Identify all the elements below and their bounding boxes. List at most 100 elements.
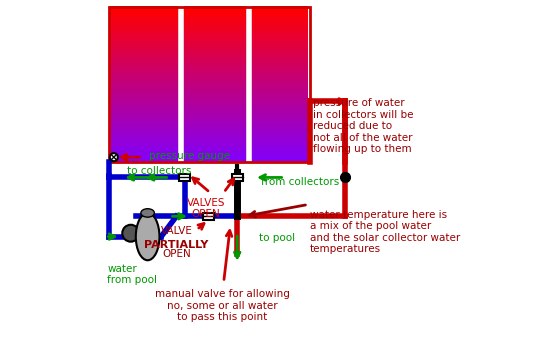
Bar [179, 174, 190, 181]
Text: pressure of water
in collectors will be
reduced due to
not all of the water
flow: pressure of water in collectors will be … [313, 98, 414, 154]
Bar [183, 17, 247, 22]
Bar [111, 115, 180, 121]
Bar [111, 84, 180, 90]
Bar [183, 48, 247, 53]
Bar [111, 58, 180, 64]
Bar [251, 58, 308, 64]
Bar [251, 32, 308, 38]
Bar [111, 89, 180, 95]
Bar [251, 73, 308, 79]
Bar [183, 156, 247, 162]
Bar [183, 141, 247, 147]
Bar [111, 32, 180, 38]
Bar [183, 130, 247, 136]
Bar [111, 17, 180, 22]
Bar [251, 156, 308, 162]
Ellipse shape [141, 209, 154, 217]
Bar [183, 73, 247, 79]
Bar [183, 58, 247, 64]
Bar [183, 53, 247, 58]
Bar [251, 84, 308, 90]
Text: VALVE: VALVE [160, 226, 192, 247]
Bar [111, 99, 180, 105]
Bar [111, 53, 180, 58]
Bar [111, 110, 180, 116]
Bar [183, 84, 247, 90]
Bar [183, 104, 247, 111]
Bar [111, 22, 180, 27]
Bar [251, 27, 308, 33]
Bar [250, 7, 309, 162]
Bar [183, 79, 247, 84]
Bar [111, 141, 180, 147]
Bar [183, 32, 247, 38]
Bar [183, 89, 247, 95]
Bar [111, 11, 180, 17]
Bar [183, 146, 247, 152]
Bar [251, 141, 308, 147]
Bar [183, 6, 247, 12]
Bar [251, 11, 308, 17]
Bar [183, 37, 247, 43]
Bar [251, 151, 308, 157]
Bar [111, 146, 180, 152]
Bar [251, 130, 308, 136]
Bar [111, 6, 180, 12]
Circle shape [110, 153, 118, 161]
Bar [111, 79, 180, 84]
Bar [110, 7, 180, 162]
Bar [251, 136, 308, 142]
Bar [111, 37, 180, 43]
Text: manual valve for allowing
no, some or all water
to pass this point: manual valve for allowing no, some or al… [154, 289, 289, 322]
Bar [111, 68, 180, 74]
Bar [183, 22, 247, 27]
Bar [183, 151, 247, 157]
Bar [111, 120, 180, 126]
Bar [251, 63, 308, 69]
Ellipse shape [136, 213, 159, 260]
Bar [251, 125, 308, 131]
Bar [109, 7, 310, 162]
Circle shape [122, 225, 139, 242]
Bar [251, 104, 308, 111]
Bar [251, 99, 308, 105]
Text: from collectors: from collectors [261, 176, 339, 187]
Bar [251, 37, 308, 43]
Bar [251, 68, 308, 74]
Bar [111, 73, 180, 79]
Bar [251, 120, 308, 126]
Bar [183, 115, 247, 121]
Bar [111, 48, 180, 53]
Bar [183, 99, 247, 105]
Bar [183, 7, 248, 162]
Text: OPEN: OPEN [162, 249, 191, 259]
Bar [251, 22, 308, 27]
Bar [183, 42, 247, 48]
Bar [111, 156, 180, 162]
Bar [183, 110, 247, 116]
Text: pressure gauge: pressure gauge [149, 151, 230, 162]
Text: to collectors: to collectors [127, 166, 192, 176]
Bar [251, 42, 308, 48]
Bar [251, 146, 308, 152]
Bar [111, 94, 180, 100]
Bar [111, 130, 180, 136]
Bar [111, 125, 180, 131]
Bar [251, 110, 308, 116]
Text: water temperature here is
a mix of the pool water
and the solar collector water
: water temperature here is a mix of the p… [310, 210, 460, 255]
Bar [183, 68, 247, 74]
Bar [111, 63, 180, 69]
Bar [251, 48, 308, 53]
Text: VALVES
OPEN: VALVES OPEN [187, 198, 225, 219]
Bar [183, 136, 247, 142]
Bar [251, 6, 308, 12]
Text: to pool: to pool [259, 233, 295, 243]
Bar [251, 79, 308, 84]
Bar [183, 125, 247, 131]
Bar [251, 53, 308, 58]
Bar [251, 89, 308, 95]
Bar [232, 174, 243, 181]
Bar [111, 136, 180, 142]
Bar [183, 11, 247, 17]
Text: PARTIALLY: PARTIALLY [144, 240, 209, 250]
